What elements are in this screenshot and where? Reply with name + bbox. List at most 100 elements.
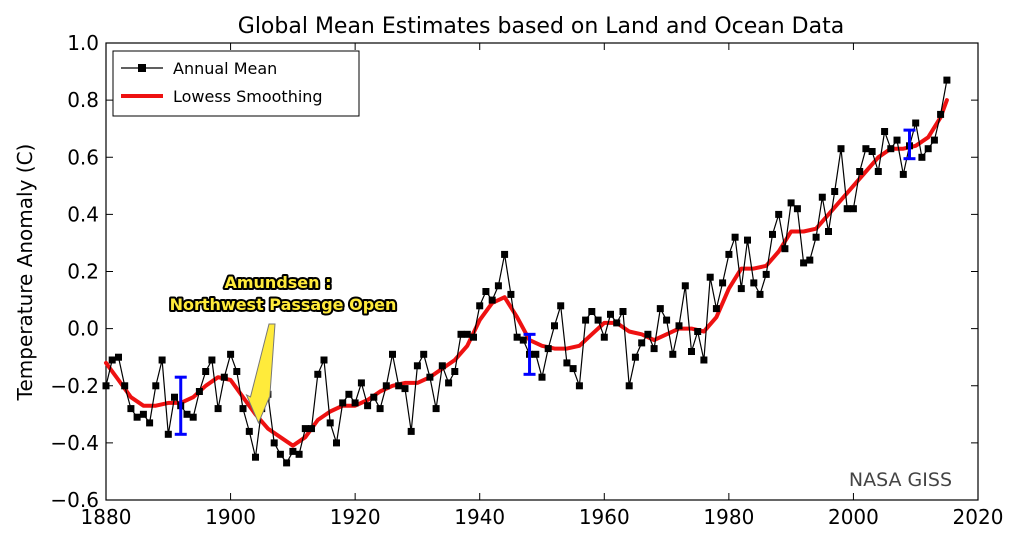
annual-mean-line: [105, 79, 948, 464]
annual-mean-point: [650, 345, 658, 353]
annual-mean-point: [252, 453, 259, 461]
annual-mean-point: [494, 282, 502, 290]
annual-mean-point: [800, 259, 808, 267]
annual-mean-point: [638, 339, 646, 347]
annual-mean-point: [438, 362, 446, 370]
annual-mean-point: [152, 382, 160, 390]
x-tick-label: 1980: [703, 505, 754, 529]
annual-mean-point: [582, 316, 590, 324]
annual-mean-point: [127, 405, 135, 413]
annual-mean-point: [943, 76, 951, 84]
annual-mean-point: [532, 350, 540, 358]
annual-mean-point: [607, 310, 614, 318]
annual-mean-point: [769, 230, 776, 238]
annual-mean-point: [482, 288, 490, 295]
annual-mean-point: [507, 290, 515, 298]
x-tick-label: 1900: [205, 505, 256, 529]
y-tick-label: −0.2: [50, 374, 99, 398]
error-bar: [523, 332, 536, 376]
annual-mean-point: [426, 373, 434, 381]
annual-mean-point: [351, 399, 359, 407]
annual-mean-point: [893, 136, 901, 144]
annual-mean-point: [663, 316, 671, 324]
annual-mean-point: [544, 345, 552, 353]
annual-mean-point: [619, 308, 627, 315]
annual-mean-point: [818, 193, 826, 201]
annual-mean-point: [413, 362, 421, 370]
annotation: Amundsen : Northwest Passage Open: [168, 271, 398, 425]
annual-mean-point: [476, 302, 484, 310]
annual-mean-point: [233, 368, 241, 375]
annual-mean-point: [669, 350, 677, 358]
annual-mean-point: [401, 385, 409, 393]
annual-mean-point: [812, 233, 820, 241]
annotation-line-1: Amundsen :: [224, 273, 331, 292]
annual-mean-point: [874, 168, 882, 175]
annual-mean-point: [694, 328, 702, 335]
annual-mean-point: [744, 236, 751, 244]
annual-mean-point: [930, 136, 938, 144]
annual-mean-point: [333, 439, 340, 447]
annual-mean-point: [146, 419, 154, 427]
annual-mean-point: [849, 205, 857, 213]
annual-mean-point: [688, 348, 695, 355]
annual-mean-point: [289, 447, 297, 455]
annual-mean-point: [339, 399, 347, 407]
annual-mean-point: [301, 425, 309, 433]
annual-mean-point: [575, 382, 583, 390]
annual-mean-point: [407, 427, 415, 435]
annual-mean-point: [825, 228, 832, 235]
error-bars: [174, 128, 916, 436]
x-tick-label: 1920: [330, 505, 381, 529]
annual-mean-point: [712, 305, 720, 313]
annual-mean-point: [227, 350, 235, 358]
annual-mean-point: [158, 356, 166, 364]
annual-mean-point: [245, 427, 253, 435]
annual-mean-point: [775, 210, 783, 218]
annual-mean-point: [613, 319, 621, 327]
annual-mean-layer: [102, 76, 951, 467]
annotation-arrow: [245, 323, 276, 425]
x-tick-label: 1880: [81, 505, 132, 529]
annual-mean-point: [725, 250, 733, 258]
y-tick-label: 1.0: [67, 31, 99, 55]
annual-mean-point: [625, 382, 633, 390]
annual-mean-point: [600, 333, 608, 341]
y-tick-label: 0.6: [67, 145, 99, 169]
annual-mean-point: [762, 270, 770, 278]
y-axis-label: Temperature Anomaly (C): [13, 144, 37, 402]
annual-mean-point: [831, 188, 839, 195]
error-bar: [903, 128, 916, 161]
annual-mean-point: [220, 373, 228, 381]
annual-mean-point: [345, 390, 353, 398]
y-tick-label: 0.0: [67, 317, 99, 341]
annual-mean-point: [937, 110, 945, 118]
annual-mean-point: [719, 279, 727, 287]
x-tick-label: 1940: [454, 505, 505, 529]
annual-mean-point: [899, 170, 907, 178]
x-tick-label: 2020: [953, 505, 1004, 529]
annual-mean-point: [270, 439, 278, 447]
annual-mean-point: [357, 379, 365, 387]
annotation-line-2: Northwest Passage Open: [170, 295, 397, 314]
annual-mean-point: [806, 256, 814, 264]
chart-title: Global Mean Estimates based on Land and …: [238, 14, 844, 39]
annual-mean-point: [314, 370, 322, 378]
annual-mean-point: [389, 350, 396, 358]
annual-mean-point: [183, 410, 191, 418]
x-tick-label: 2000: [828, 505, 879, 529]
credit-label: NASA GISS: [849, 469, 952, 491]
annual-mean-point: [164, 430, 172, 438]
annual-mean-point: [420, 350, 428, 358]
annual-mean-point: [276, 450, 284, 458]
annual-mean-point: [700, 356, 708, 364]
annual-mean-point: [924, 145, 932, 153]
annual-mean-point: [538, 373, 546, 381]
annual-mean-point: [308, 425, 315, 433]
annual-mean-point: [750, 279, 758, 287]
annual-mean-point: [781, 245, 789, 253]
annual-mean-point: [432, 405, 440, 413]
annual-mean-point: [756, 290, 764, 298]
